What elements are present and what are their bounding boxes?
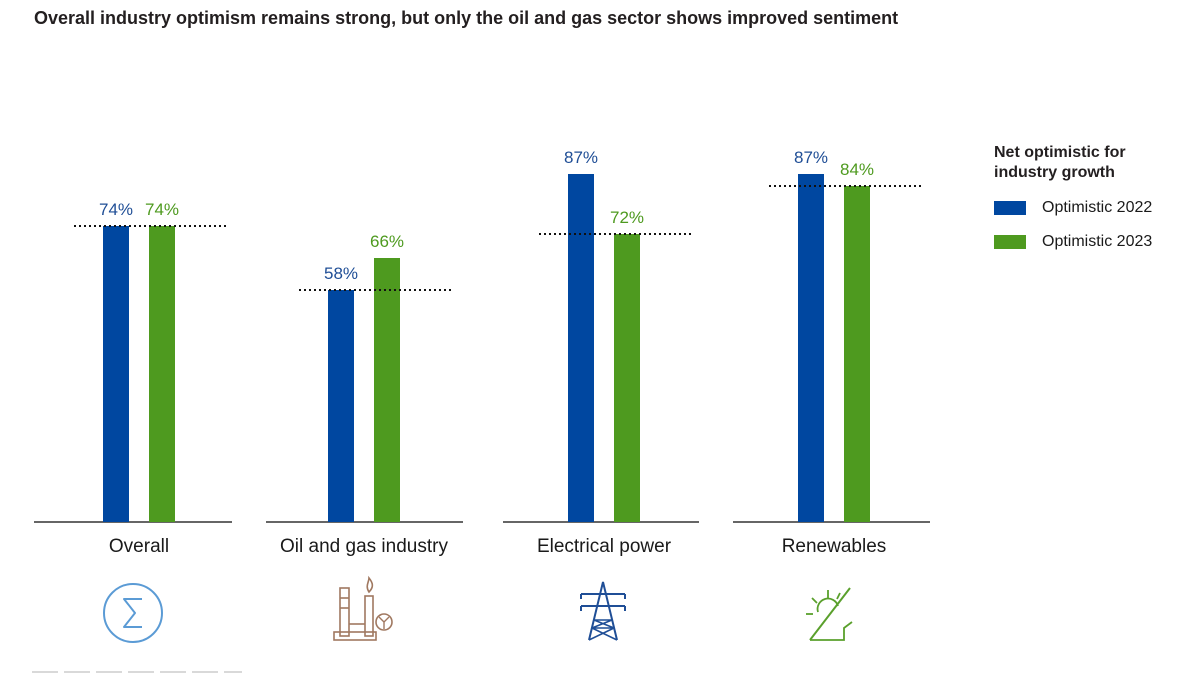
data-label-2023: 74% <box>145 200 179 219</box>
legend-swatch-2023 <box>994 235 1026 249</box>
category-label: Electrical power <box>537 536 672 557</box>
bar-2023 <box>374 258 400 522</box>
bottom-divider <box>32 671 242 673</box>
bar-2022 <box>798 174 824 522</box>
data-label-2022: 74% <box>99 200 133 219</box>
category-label: Renewables <box>782 536 887 557</box>
category-label: Overall <box>109 536 169 557</box>
legend-item-2022: Optimistic 2022 <box>994 199 1194 217</box>
category-label: Oil and gas industry <box>280 536 448 557</box>
data-label-2023: 72% <box>610 208 644 227</box>
legend-label-2022: Optimistic 2022 <box>1042 199 1153 216</box>
legend-swatch-2022 <box>994 201 1026 215</box>
bar-2023 <box>149 226 175 522</box>
bar-2022 <box>568 174 594 522</box>
bar-chart: 74% 74% Overall 58% 66% Oil and gas industry 8… <box>34 148 930 643</box>
data-label-2022: 58% <box>324 264 358 283</box>
chart-title: Overall industry optimism remains strong… <box>34 8 899 28</box>
legend-item-2023: Optimistic 2023 <box>994 233 1194 251</box>
sigma-icon <box>103 583 163 643</box>
oil-refinery-icon <box>333 575 393 641</box>
data-label-2022: 87% <box>564 148 598 167</box>
legend-title: Net optimistic for industry growth <box>994 144 1126 181</box>
legend: Net optimistic for industry growth Optim… <box>994 143 1194 251</box>
bar-2023 <box>844 186 870 522</box>
legend-label-2023: Optimistic 2023 <box>1042 233 1153 250</box>
power-pylon-icon <box>580 581 626 641</box>
data-label-2023: 84% <box>840 160 874 179</box>
bar-2022 <box>103 226 129 522</box>
solar-sun-icon <box>806 587 853 641</box>
data-label-2023: 66% <box>370 232 404 251</box>
data-label-2022: 87% <box>794 148 828 167</box>
bar-2022 <box>328 290 354 522</box>
bar-2023 <box>614 234 640 522</box>
